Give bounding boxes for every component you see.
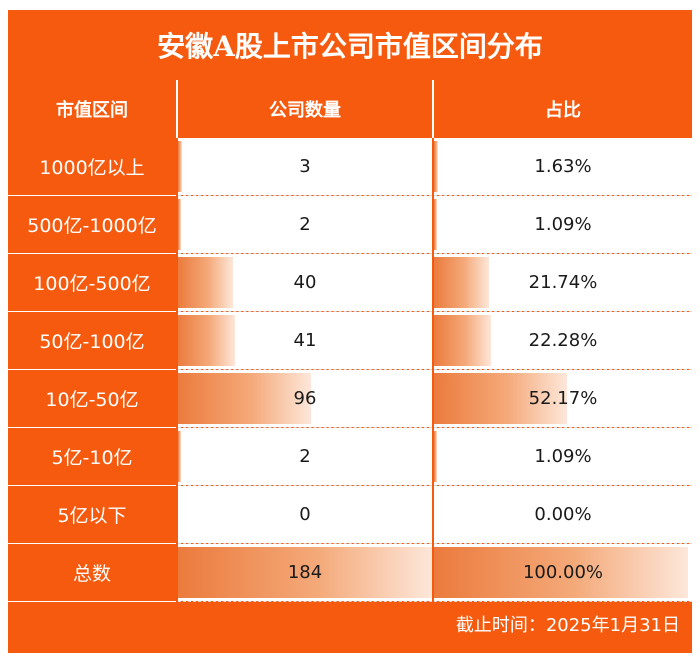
count-bar — [178, 315, 235, 366]
table-row: 5亿-10亿 2 1.09% — [8, 427, 692, 486]
count-cell: 184 — [176, 543, 433, 602]
count-bar — [178, 257, 233, 308]
share-cell: 22.28% — [432, 311, 692, 370]
share-value: 0.00% — [534, 504, 592, 525]
count-bar — [178, 431, 181, 482]
range-label: 500亿-1000亿 — [8, 195, 177, 254]
count-value: 2 — [299, 214, 311, 235]
table-row: 50亿-100亿 41 22.28% — [8, 311, 692, 370]
count-value: 184 — [287, 562, 323, 583]
table-row: 500亿-1000亿 2 1.09% — [8, 195, 692, 254]
share-bar — [434, 547, 688, 598]
share-cell: 1.09% — [432, 195, 692, 254]
share-cell: 1.63% — [432, 138, 692, 196]
table-row: 10亿-50亿 96 52.17% — [8, 369, 692, 428]
table-row: 5亿以下 0 0.00% — [8, 485, 692, 544]
share-cell: 0.00% — [432, 485, 692, 544]
share-bar — [434, 141, 438, 192]
header-share: 占比 — [432, 80, 692, 138]
share-value: 1.09% — [534, 446, 592, 467]
share-bar — [434, 373, 567, 424]
count-value: 41 — [293, 330, 317, 351]
count-value: 96 — [293, 388, 317, 409]
count-cell: 3 — [176, 138, 433, 196]
footer-date: 截止时间：2025年1月31日 — [455, 615, 680, 636]
header-range: 市值区间 — [8, 80, 177, 138]
share-value: 52.17% — [528, 388, 598, 409]
total-row: 总数 184 100.00% — [8, 543, 692, 602]
count-value: 3 — [299, 156, 311, 177]
count-bar — [178, 199, 181, 250]
share-value: 1.63% — [534, 156, 592, 177]
count-value: 0 — [299, 504, 311, 525]
header-row: 市值区间 公司数量 占比 — [8, 80, 692, 138]
chart-title: 安徽A股上市公司市值区间分布 — [157, 30, 543, 63]
range-label: 5亿-10亿 — [8, 427, 177, 486]
share-bar — [434, 257, 489, 308]
count-bar — [178, 547, 432, 598]
share-bar — [434, 315, 491, 366]
share-value: 1.09% — [534, 214, 592, 235]
share-value: 22.28% — [528, 330, 598, 351]
data-table: 市值区间 公司数量 占比 1000亿以上 3 1.63% 500亿-1000亿 2 1.0… — [8, 80, 692, 602]
count-bar — [178, 141, 182, 192]
share-value: 21.74% — [528, 272, 598, 293]
count-cell: 0 — [176, 485, 433, 544]
share-cell: 21.74% — [432, 253, 692, 312]
share-cell: 52.17% — [432, 369, 692, 428]
count-bar — [178, 373, 311, 424]
chart-frame: 安徽A股上市公司市值区间分布 市值区间 公司数量 占比 1000亿以上 3 1.63… — [8, 10, 692, 653]
table-row: 100亿-500亿 40 21.74% — [8, 253, 692, 312]
share-bar — [434, 199, 437, 250]
header-count: 公司数量 — [176, 80, 433, 138]
count-cell: 41 — [176, 311, 433, 370]
range-label: 5亿以下 — [8, 485, 177, 544]
count-value: 40 — [293, 272, 317, 293]
share-bar — [434, 431, 437, 482]
table-row: 1000亿以上 3 1.63% — [8, 138, 692, 196]
count-value: 2 — [299, 446, 311, 467]
share-value: 100.00% — [522, 562, 604, 583]
share-cell: 1.09% — [432, 427, 692, 486]
count-cell: 2 — [176, 427, 433, 486]
share-cell: 100.00% — [432, 543, 692, 602]
footer: 截止时间：2025年1月31日 — [8, 595, 692, 653]
range-label: 1000亿以上 — [8, 138, 177, 196]
range-label: 10亿-50亿 — [8, 369, 177, 428]
count-cell: 96 — [176, 369, 433, 428]
count-cell: 40 — [176, 253, 433, 312]
range-label: 100亿-500亿 — [8, 253, 177, 312]
count-cell: 2 — [176, 195, 433, 254]
range-label: 50亿-100亿 — [8, 311, 177, 370]
range-label: 总数 — [8, 543, 177, 602]
